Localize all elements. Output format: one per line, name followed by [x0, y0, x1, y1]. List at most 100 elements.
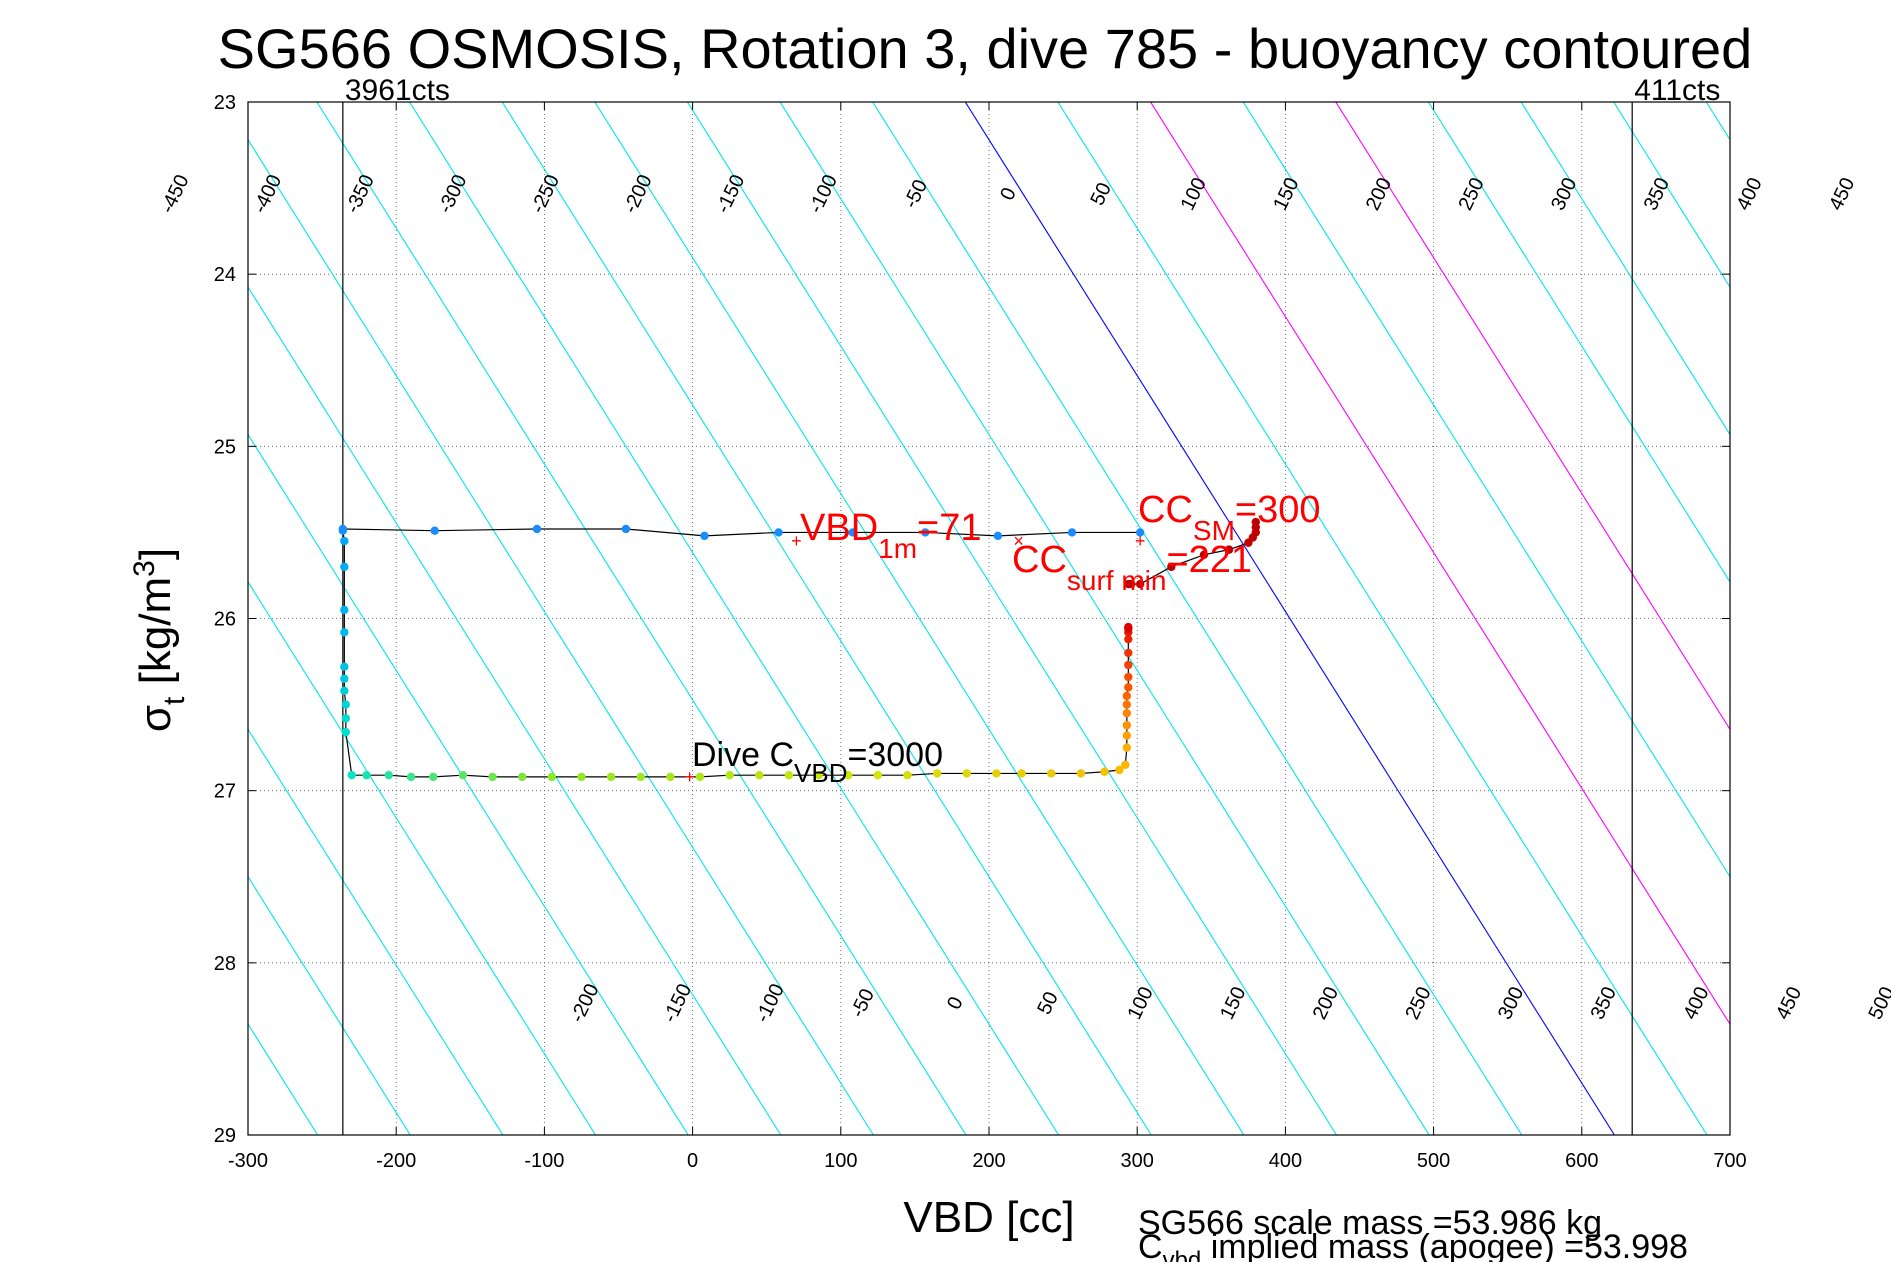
point-dive [340, 686, 349, 696]
point-dive [1124, 683, 1133, 692]
point-surface [993, 531, 1003, 541]
point-surface [532, 524, 542, 534]
x-tick-label: 500 [1417, 1150, 1450, 1172]
contour-line [248, 875, 411, 1135]
x-tick-label: 300 [1121, 1150, 1154, 1172]
marker-plus: + [684, 767, 695, 787]
point-dive [992, 769, 1001, 778]
contour-label-top: 250 [1455, 174, 1489, 214]
contour-line [964, 102, 1615, 1135]
contour-line [316, 102, 967, 1135]
point-dive [1122, 731, 1132, 740]
contour-label-top: 100 [1177, 174, 1211, 214]
contour-line [1150, 102, 1730, 1026]
contour-label-bottom: -50 [847, 985, 879, 1021]
point-dive [406, 772, 416, 782]
point-dive [1115, 765, 1124, 775]
contour-label-top: -150 [712, 171, 749, 217]
point-dive [341, 714, 351, 723]
point-dive [340, 536, 349, 546]
point-climb [1167, 562, 1176, 572]
point-dive [517, 772, 527, 782]
y-tick-label: 25 [214, 436, 236, 458]
point-dive [962, 769, 971, 778]
y-tick-label: 26 [214, 609, 236, 631]
x-tick-label: -100 [524, 1150, 564, 1172]
point-dive [844, 770, 853, 780]
point-dive [1122, 743, 1132, 752]
point-dive [341, 727, 351, 737]
annotation-dive-cvbd: Dive CVBD=3000 [692, 736, 943, 788]
point-dive [1121, 760, 1130, 770]
marker-cross: × [1013, 531, 1024, 551]
contour-label-top: -250 [527, 171, 564, 217]
point-dive [1124, 672, 1133, 682]
point-dive [903, 770, 912, 780]
limit-lines: 3961cts 411cts [342, 74, 1720, 1135]
point-dive [458, 770, 468, 780]
footer-implied-mass: Cvbd implied mass (apogee) =53.998 [1138, 1228, 1688, 1262]
contour-line [0, 102, 40, 1135]
annotation-cc-sm: CCSM=300 [1138, 489, 1320, 546]
contour-line [1613, 102, 1730, 289]
y-tick-label: 28 [214, 953, 236, 975]
y-tick-label: 24 [214, 264, 236, 286]
point-surface [774, 528, 783, 537]
point-surface [430, 526, 439, 535]
point-climb [1224, 545, 1234, 554]
point-dive [932, 769, 942, 778]
contour-line [1242, 102, 1730, 878]
contour-line [1335, 102, 1730, 731]
point-dive [1122, 691, 1132, 701]
contour-line [409, 102, 1060, 1135]
contour-line [248, 433, 689, 1135]
contour-label-bottom: -150 [659, 980, 696, 1026]
point-dive [755, 770, 764, 780]
x-tick-label: -200 [376, 1150, 416, 1172]
point-dive [577, 772, 586, 782]
x-axis-label: VBD [cc] [903, 1193, 1074, 1242]
point-climb [1199, 550, 1209, 559]
point-dive [1017, 769, 1026, 778]
contour-label-bottom: 50 [1033, 988, 1063, 1018]
point-dive [340, 674, 349, 683]
point-climb [1135, 579, 1145, 589]
contour-label-bottom: 450 [1772, 983, 1806, 1023]
footer-scale-mass: SG566 scale mass =53.986 kg [1138, 1204, 1602, 1242]
point-dive [606, 772, 616, 782]
point-dive [784, 770, 794, 780]
contour-label-top: 400 [1732, 174, 1766, 214]
contour-label-top: -50 [900, 176, 932, 212]
x-tick-label: 200 [972, 1150, 1005, 1172]
annotation-vbd1m: VBD1m=71 [800, 507, 982, 564]
point-surface [921, 528, 930, 537]
contour-line [686, 102, 1337, 1135]
point-dive [1124, 622, 1133, 632]
x-tick-label: 0 [687, 1150, 698, 1172]
axis-ticks: -300 -200 -100 0 100 200 300 400 500 600 700232425… [214, 92, 1747, 1172]
point-dive [341, 700, 351, 709]
marker-plus: + [791, 531, 802, 551]
contour-label-top: -450 [156, 171, 193, 217]
point-dive [340, 605, 349, 615]
contour-line [501, 102, 1152, 1135]
contour-label-top: 350 [1640, 174, 1674, 214]
point-dive [1124, 648, 1133, 658]
contour-line [0, 102, 132, 1135]
point-dive [347, 770, 356, 780]
contour-label-top: 150 [1269, 174, 1303, 214]
contour-label-top: -300 [434, 171, 471, 217]
contour-label-top: 200 [1362, 174, 1396, 214]
point-dive [384, 770, 393, 780]
point-dive [814, 770, 823, 780]
contour-label-top: -200 [619, 171, 656, 217]
contour-label-top: 450 [1825, 174, 1859, 214]
point-dive [1124, 634, 1133, 644]
contour-label-top: 300 [1547, 174, 1581, 214]
point-dive [340, 628, 349, 637]
point-climb [1251, 517, 1260, 527]
contour-label-top: -100 [805, 171, 842, 217]
point-dive [695, 772, 705, 782]
point-dive [488, 772, 497, 782]
contour-line [1705, 102, 1730, 141]
